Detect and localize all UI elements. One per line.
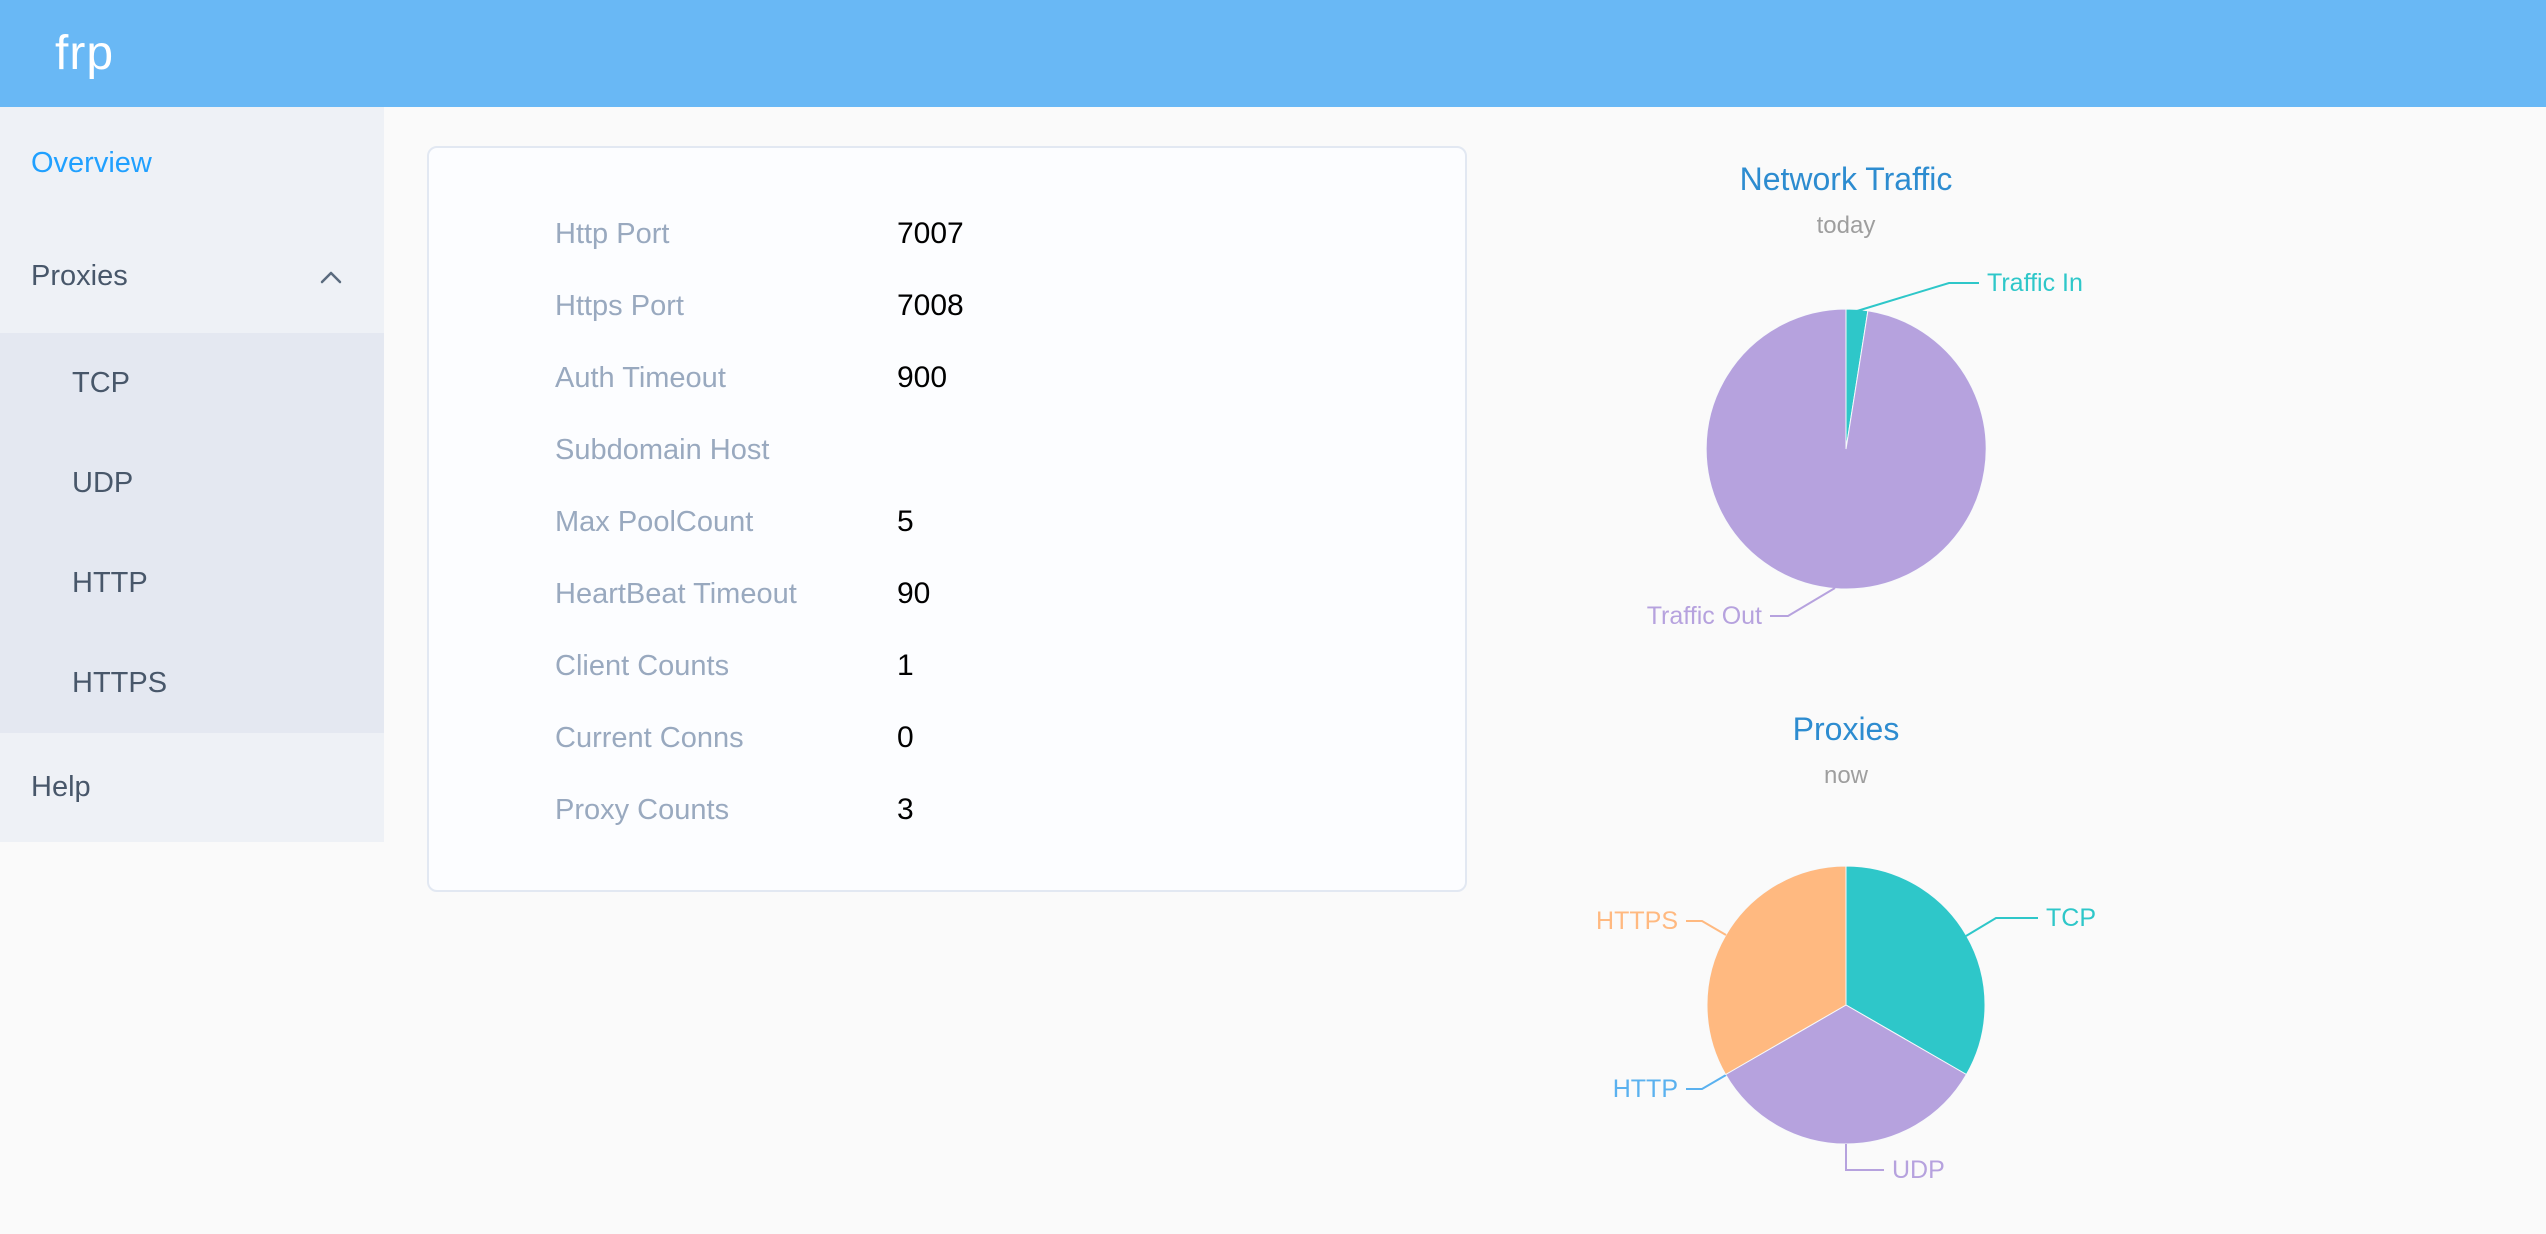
info-label: Auth Timeout xyxy=(555,361,726,394)
pie-label-line-tcp xyxy=(1965,917,2038,937)
sidebar-item-http[interactable]: HTTP xyxy=(72,566,148,599)
sidebar-item-proxies[interactable]: Proxies xyxy=(0,220,384,333)
info-value: 900 xyxy=(897,361,948,394)
pie-label-line-traffic-out xyxy=(1770,587,1836,617)
server-info-rows: Http Port 7007 Https Port 7008 Auth Timeout 9… xyxy=(429,198,1465,846)
sidebar-item-help[interactable]: Help xyxy=(31,771,91,803)
info-row: Auth Timeout 900 xyxy=(429,342,1465,414)
info-row: HeartBeat Timeout 90 xyxy=(429,558,1465,630)
chart-subtitle: today xyxy=(1816,212,1876,239)
info-label: Proxy Counts xyxy=(555,793,730,826)
pie-label-traffic-in: Traffic In xyxy=(1987,269,2083,297)
info-row: Client Counts 1 xyxy=(429,630,1465,702)
info-value: 7007 xyxy=(897,217,964,250)
sidebar: Overview Proxies TCP UDP HTTP HTTPS Help xyxy=(0,107,384,842)
pie-label-https: HTTPS xyxy=(1596,907,1678,935)
sidebar-item-proxies-label: Proxies xyxy=(31,260,128,292)
info-label: Https Port xyxy=(555,289,684,322)
info-row: Http Port 7007 xyxy=(429,198,1465,270)
proxies-chart: Proxies now TCP UDP HTTP HTTPS xyxy=(1566,690,2126,1222)
info-row: Current Conns 0 xyxy=(429,702,1465,774)
pie-label-traffic-out: Traffic Out xyxy=(1647,602,1762,630)
info-value: 5 xyxy=(897,505,914,538)
chevron-up-icon xyxy=(320,271,342,283)
sidebar-item-tcp[interactable]: TCP xyxy=(72,366,130,399)
info-value: 7008 xyxy=(897,289,964,322)
sidebar-item-overview[interactable]: Overview xyxy=(31,147,152,179)
chart-title: Network Traffic xyxy=(1739,161,1953,197)
info-label: HeartBeat Timeout xyxy=(555,577,797,610)
info-label: Current Conns xyxy=(555,721,744,754)
app-header: frp xyxy=(0,0,2546,107)
pie-label-line-http xyxy=(1686,1074,1727,1090)
pie-label-line-https xyxy=(1686,920,1727,936)
pie-label-udp: UDP xyxy=(1892,1156,1945,1184)
info-label: Subdomain Host xyxy=(555,433,770,466)
pie-label-http: HTTP xyxy=(1613,1075,1678,1103)
info-value: 90 xyxy=(897,577,931,610)
chart-subtitle: now xyxy=(1823,762,1869,789)
info-row: Https Port 7008 xyxy=(429,270,1465,342)
pie-label-line-traffic-in xyxy=(1856,282,1979,312)
info-value: 3 xyxy=(897,793,914,826)
chart-title: Proxies xyxy=(1792,711,1900,747)
info-row: Max PoolCount 5 xyxy=(429,486,1465,558)
server-info-card: Http Port 7007 Https Port 7008 Auth Timeout 9… xyxy=(427,146,1467,892)
info-row: Proxy Counts 3 xyxy=(429,774,1465,846)
app-logo: frp xyxy=(55,27,115,80)
info-label: Max PoolCount xyxy=(555,505,754,538)
pie-label-line-udp xyxy=(1845,1144,1884,1171)
pie-slice-traffic-out[interactable] xyxy=(1705,308,1987,590)
proxies-pie: TCP UDP HTTP HTTPS xyxy=(1596,865,2096,1184)
info-label: Client Counts xyxy=(555,649,730,682)
sidebar-item-udp[interactable]: UDP xyxy=(72,466,134,499)
pie-label-tcp: TCP xyxy=(2046,904,2096,932)
info-value: 1 xyxy=(897,649,914,682)
sidebar-item-https[interactable]: HTTPS xyxy=(72,666,168,699)
network-traffic-chart: Network Traffic today Traffic In Traffic … xyxy=(1566,140,2126,652)
sidebar-submenu-proxies: TCP UDP HTTP HTTPS xyxy=(0,333,384,733)
info-value: 0 xyxy=(897,721,914,754)
info-row: Subdomain Host xyxy=(429,414,1465,486)
network-traffic-pie: Traffic In Traffic Out xyxy=(1647,269,2083,630)
info-label: Http Port xyxy=(555,217,670,250)
